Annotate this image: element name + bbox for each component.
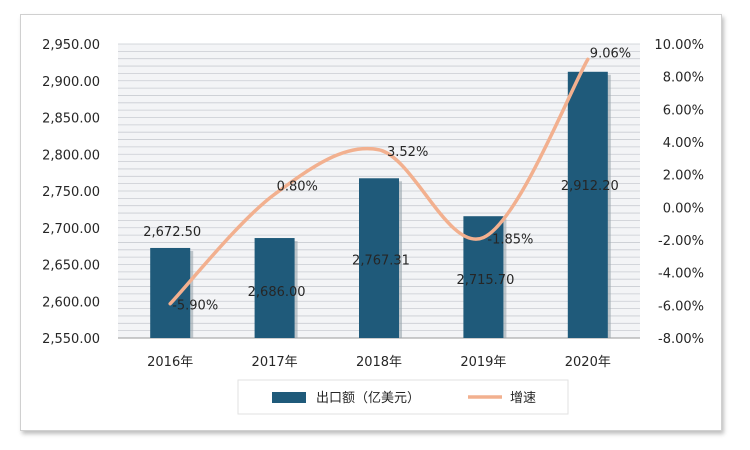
x-tick-label: 2018年 xyxy=(356,355,402,370)
x-tick-label: 2017年 xyxy=(252,355,298,370)
bar-value-label: 2,715.70 xyxy=(456,273,514,288)
right-tick-label: 6.00% xyxy=(663,103,704,118)
left-tick-label: 2,550.00 xyxy=(42,332,100,347)
growth-line xyxy=(168,57,590,306)
bar-value-label: 2,686.00 xyxy=(248,285,306,300)
right-tick-label: -8.00% xyxy=(658,332,704,347)
legend-bar-label: 出口额（亿美元） xyxy=(316,391,420,406)
bar-value-label: 2,672.50 xyxy=(143,225,201,240)
left-tick-label: 2,650.00 xyxy=(42,259,100,274)
left-tick-label: 2,700.00 xyxy=(42,222,100,237)
line-value-label: 9.06% xyxy=(590,46,631,61)
x-tick-label: 2019年 xyxy=(460,355,506,370)
legend-line-label: 增速 xyxy=(510,391,536,406)
growth-point xyxy=(168,302,172,306)
growth-point xyxy=(273,192,277,196)
x-tick-label: 2020年 xyxy=(565,355,611,370)
left-tick-label: 2,950.00 xyxy=(42,38,100,53)
x-tick-label: 2016年 xyxy=(147,355,193,370)
line-value-label: 0.80% xyxy=(277,179,318,194)
right-tick-label: 8.00% xyxy=(663,71,704,86)
line-value-label: 3.52% xyxy=(387,145,428,160)
bar xyxy=(567,71,608,339)
bar-value-label: 2,912.20 xyxy=(561,179,619,194)
right-tick-label: 4.00% xyxy=(663,136,704,151)
left-tick-label: 2,750.00 xyxy=(42,185,100,200)
growth-point xyxy=(377,148,381,152)
right-tick-label: 0.00% xyxy=(663,201,704,216)
right-tick-label: 10.00% xyxy=(654,38,704,53)
right-tick-label: -6.00% xyxy=(658,299,704,314)
left-tick-label: 2,600.00 xyxy=(42,295,100,310)
bar xyxy=(150,247,191,338)
line-value-label: -5.90% xyxy=(172,299,218,314)
growth-point xyxy=(481,236,485,240)
growth-point xyxy=(586,57,590,61)
right-tick-label: -2.00% xyxy=(658,234,704,249)
line-value-label: -1.85% xyxy=(487,233,533,248)
bar xyxy=(254,238,295,338)
bar-value-label: 2,767.31 xyxy=(352,253,410,268)
left-tick-label: 2,850.00 xyxy=(42,112,100,127)
bar xyxy=(359,178,399,338)
right-tick-label: 2.00% xyxy=(663,169,704,184)
legend-bar-swatch xyxy=(272,392,306,403)
left-tick-label: 2,900.00 xyxy=(42,75,100,90)
left-tick-label: 2,800.00 xyxy=(42,148,100,163)
right-tick-label: -4.00% xyxy=(658,267,704,282)
